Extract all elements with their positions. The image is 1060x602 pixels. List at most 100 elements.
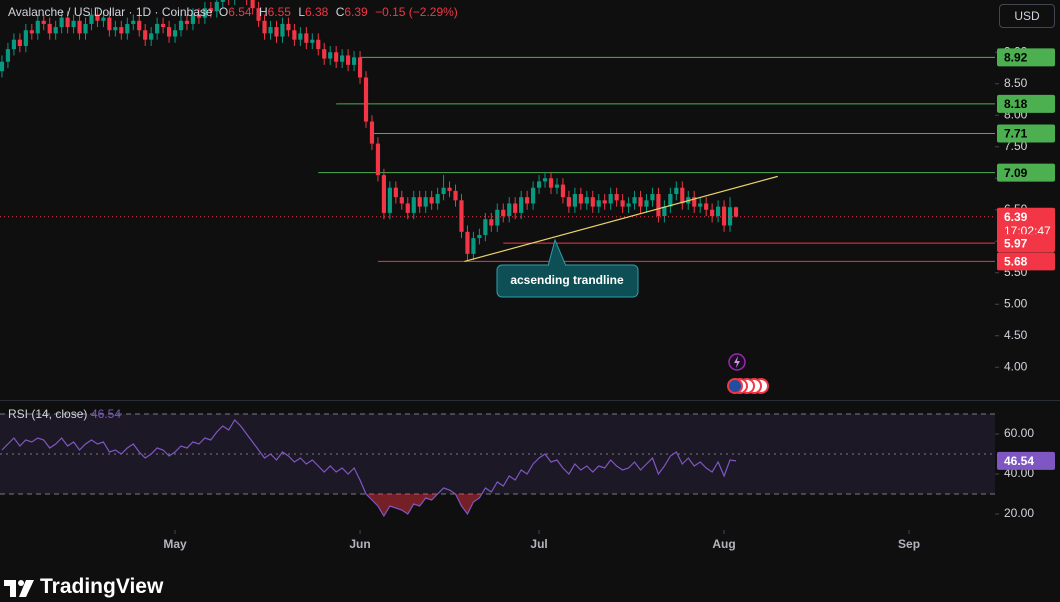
y-tick-label: 4.00: [1004, 359, 1028, 373]
candle-body: [214, 1, 219, 12]
level-label: 5.97: [1004, 236, 1028, 250]
candle-body: [137, 20, 142, 31]
y-tick-label: 8.50: [1004, 76, 1028, 90]
candle-body: [733, 207, 739, 217]
candle-body: [35, 20, 40, 34]
change: −0.15 (−2.29%): [375, 5, 458, 19]
candle-body: [513, 203, 518, 213]
candle-body: [381, 175, 386, 213]
candle-body: [596, 200, 601, 207]
ohlc-value: 6.55: [267, 5, 291, 19]
rsi-tick-label: 60.00: [1004, 426, 1034, 440]
ohlc-letter: C: [335, 5, 345, 19]
candle-body: [536, 181, 542, 188]
candle-body: [441, 187, 446, 195]
candle-body: [71, 20, 76, 28]
level-label: 5.68: [1004, 255, 1028, 269]
candle-body: [351, 57, 357, 65]
candle-body: [0, 61, 5, 72]
candle-body: [507, 203, 512, 217]
candle-body: [393, 187, 398, 198]
candle-body: [590, 197, 595, 207]
logo-mark: [4, 580, 16, 597]
candle-body: [328, 52, 333, 59]
currency-button[interactable]: USD: [999, 4, 1055, 28]
annotation: acsending trandline: [510, 273, 624, 287]
x-tick-label: Aug: [712, 537, 735, 551]
candle-body: [429, 197, 434, 204]
level-label: 8.92: [1004, 50, 1028, 64]
candle-body: [143, 30, 148, 40]
candle-body: [465, 231, 470, 254]
candle-body: [286, 23, 291, 31]
candle-body: [280, 23, 285, 37]
y-tick-label: 5.00: [1004, 296, 1028, 310]
candle-body: [298, 33, 303, 40]
candle-body: [95, 14, 100, 21]
candle-body: [346, 55, 351, 65]
ohlc-value: 6.39: [344, 5, 368, 19]
candle-body: [727, 207, 733, 226]
level-tag: [997, 48, 1055, 67]
x-tick-label: May: [163, 537, 187, 551]
candle-body: [411, 197, 416, 213]
candle-body: [77, 20, 82, 34]
candle-body: [172, 30, 178, 37]
ohlc-value: 6.54: [228, 5, 252, 19]
legend-header: Avalanche / US Dollar · 1D · Coinbase O6…: [8, 5, 462, 19]
candle-body: [155, 23, 160, 34]
candle-body: [662, 206, 667, 217]
candle-body: [11, 39, 16, 50]
candle-body: [190, 14, 196, 24]
x-tick-label: Sep: [898, 537, 920, 551]
rsi-pane: RSI (14, close) 46.54: [0, 407, 995, 518]
rsi-value: 46.54: [91, 407, 121, 421]
annotation-box: [496, 264, 639, 298]
candle-body: [304, 33, 309, 43]
candle-body: [262, 20, 267, 34]
event-flag[interactable]: [727, 378, 743, 394]
candle-body: [184, 20, 190, 24]
candle-body: [716, 206, 721, 217]
y-tick-label: 4.50: [1004, 328, 1028, 342]
candle-body: [387, 187, 392, 213]
trendline: [464, 175, 778, 262]
candle-body: [704, 203, 709, 210]
candle-body: [202, 8, 207, 18]
candle-body: [357, 57, 363, 78]
ohlc-letter: O: [218, 5, 229, 19]
candle-body: [602, 200, 607, 204]
ohlc-value: 6.38: [305, 5, 329, 19]
candle-body: [477, 234, 482, 239]
x-tick-label: Jul: [530, 537, 547, 551]
rsi-tag: [997, 451, 1055, 470]
brand: TradingView: [40, 575, 164, 598]
candle-body: [119, 27, 124, 34]
x-tick-label: Jun: [349, 537, 370, 551]
candle-body: [614, 194, 619, 201]
ohlc-letter: L: [298, 5, 305, 19]
candle-body: [292, 30, 297, 40]
candle-body: [405, 203, 410, 213]
candle-body: [268, 27, 273, 34]
candle-body: [566, 197, 571, 207]
candle-body: [692, 197, 697, 207]
candle-body: [417, 197, 422, 207]
candle-body: [375, 143, 381, 176]
candle-body: [668, 194, 673, 207]
candle-body: [166, 27, 172, 37]
candle-body: [316, 39, 321, 50]
axes: 4.004.505.005.506.006.507.007.508.008.50…: [163, 44, 1055, 551]
candle-body: [698, 203, 703, 207]
candle-body: [572, 194, 577, 207]
annotation-pointer: [547, 238, 567, 267]
candle-body: [650, 194, 655, 201]
candle-body: [489, 219, 494, 226]
price-pane: acsending trandline: [0, 0, 995, 298]
candle-body: [89, 14, 94, 24]
candle-body: [196, 14, 201, 18]
candle-body: [208, 8, 213, 12]
candle-body: [471, 238, 476, 254]
